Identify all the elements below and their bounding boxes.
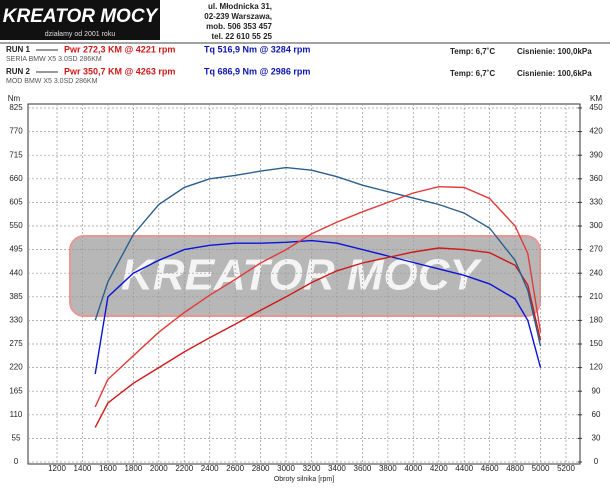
series-line [94,247,542,428]
y-tick-label: 440 [9,268,23,277]
y-tick-label: 275 [9,339,23,348]
run-label: RUN 2 [6,67,31,76]
series-line [94,185,542,408]
y-tick-label: 55 [12,434,21,443]
y-tick-label: 330 [9,316,23,325]
y2-tick-label: 360 [589,174,603,183]
y-tick-label: 495 [9,245,23,254]
x-tick-label: 2400 [201,464,219,473]
y2-tick-label: 240 [589,268,603,277]
y2-tick-label: 270 [589,245,603,254]
y-tick-label: 825 [9,103,23,112]
y-axis-label: Nm [8,94,21,103]
x-tick-label: 3200 [303,464,321,473]
x-tick-label: 1200 [48,464,66,473]
run-temp: Temp: 6,7˚C [450,69,495,78]
y-tick-label: 110 [10,410,23,419]
y2-tick-label: 0 [594,457,599,466]
y2-tick-label: 60 [592,410,601,419]
y2-tick-label: 120 [589,363,603,372]
x-tick-label: 1600 [99,464,117,473]
x-tick-label: 1800 [124,464,142,473]
run-pressure: Cisnienie: 100,6kPa [517,69,592,78]
y2-tick-label: 420 [589,127,603,136]
y-tick-label: 550 [9,221,23,230]
run-car: SERIA BMW X5 3.0SD 286KM [6,56,102,63]
run-label: RUN 1 [6,45,31,54]
y2-tick-label: 150 [589,339,603,348]
x-tick-label: 4000 [404,464,422,473]
x-tick-label: 2800 [252,464,270,473]
y2-tick-label: 300 [589,221,603,230]
series-line [94,166,542,347]
y2-tick-label: 450 [589,103,603,112]
run-torque: Tq 516,9 Nm @ 3284 rpm [204,44,310,54]
x-tick-label: 3400 [328,464,346,473]
x-tick-label: 3600 [354,464,372,473]
y-tick-label: 385 [9,292,23,301]
y-tick-label: 165 [9,386,23,395]
x-tick-label: 5200 [557,464,575,473]
run-pressure: Cisnienie: 100,0kPa [517,47,592,56]
logo: KREATOR MOCY [3,6,160,27]
x-tick-label: 3000 [277,464,295,473]
series-line [94,239,542,375]
y-tick-label: 715 [9,150,23,159]
y-tick-label: 0 [14,457,19,466]
x-tick-label: 2000 [150,464,168,473]
run-power: Pwr 350,7 KM @ 4263 rpm [64,66,175,76]
run-car: MOD BMW X5 3.0SD 286KM [6,78,98,85]
x-tick-label: 3800 [379,464,397,473]
address-line: 02-239 Warszawa, [204,12,272,21]
x-tick-label: 4400 [455,464,473,473]
run-temp: Temp: 6,7˚C [450,47,495,56]
y2-tick-label: 210 [589,292,603,301]
address-line: ul. Młodnicka 31, [208,2,272,11]
x-tick-label: 4800 [506,464,524,473]
x-tick-label: 2600 [226,464,244,473]
address-line: tel. 22 610 55 25 [212,32,273,41]
y-tick-label: 605 [9,198,23,207]
y2-tick-label: 30 [592,434,601,443]
x-axis-label: Obroty silnika [rpm] [274,476,334,483]
watermark: KREATOR MOCY [121,251,482,300]
address-line: mob. 506 353 457 [206,22,272,31]
y2-tick-label: 90 [592,386,601,395]
x-tick-label: 5000 [532,464,550,473]
y-tick-label: 770 [9,127,23,136]
logo-box [0,0,160,40]
y-tick-label: 660 [9,174,23,183]
y2-axis-label: KM [590,94,602,103]
x-tick-label: 4200 [430,464,448,473]
run-torque: Tq 686,9 Nm @ 2986 rpm [204,66,310,76]
x-tick-label: 4600 [481,464,499,473]
slogan: działamy od 2001 roku [45,31,116,38]
y2-tick-label: 180 [589,316,603,325]
y2-tick-label: 390 [589,150,603,159]
x-tick-label: 1400 [74,464,92,473]
y2-tick-label: 330 [589,198,603,207]
x-tick-label: 2200 [175,464,193,473]
y-tick-label: 220 [9,363,23,372]
run-power: Pwr 272,3 KM @ 4221 rpm [64,44,175,54]
watermark-band [69,235,541,317]
plot-frame [27,103,581,465]
